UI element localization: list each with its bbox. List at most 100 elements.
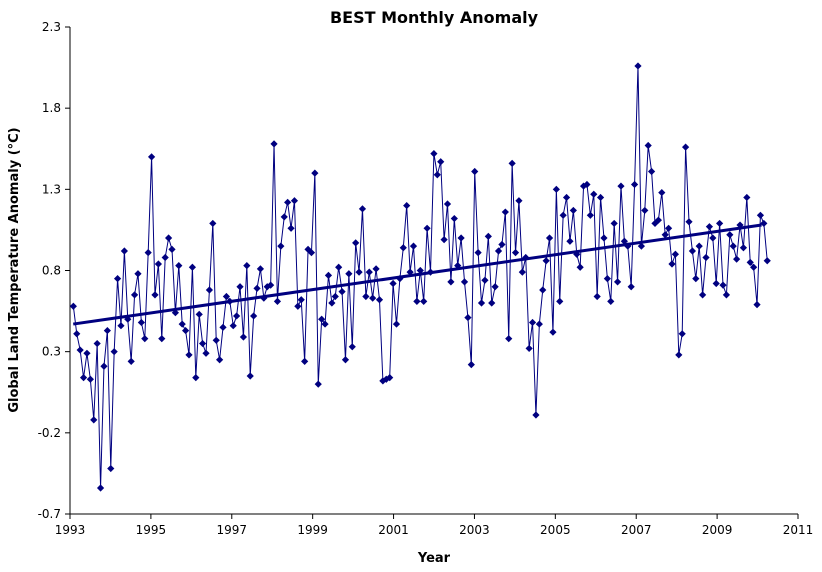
data-point-marker [569, 206, 577, 215]
data-point-marker [294, 302, 302, 310]
data-point-marker [756, 211, 765, 219]
data-point-marker [331, 292, 339, 301]
data-point-marker [532, 411, 540, 419]
data-point-marker [365, 268, 373, 276]
data-point-marker [481, 276, 489, 284]
data-point-marker [79, 374, 88, 382]
data-point-marker [222, 292, 231, 301]
data-point-marker [712, 279, 720, 288]
data-point-marker [603, 275, 611, 283]
data-point-marker [508, 159, 516, 167]
data-point-marker [188, 263, 197, 271]
data-point-marker [709, 234, 717, 242]
x-tick-label: 1995 [136, 523, 167, 537]
data-point-marker [216, 356, 224, 364]
data-point-marker [352, 239, 360, 247]
data-point-marker [304, 245, 312, 253]
data-point-marker [620, 237, 628, 245]
data-point-marker [447, 278, 455, 286]
data-point-marker [403, 201, 411, 210]
data-point-marker [552, 185, 560, 193]
data-point-marker [454, 262, 462, 270]
data-point-marker [127, 357, 135, 366]
data-point-marker [716, 219, 724, 228]
data-point-marker [256, 265, 265, 273]
data-point-marker [505, 335, 513, 343]
data-point-marker [243, 262, 251, 270]
data-point-marker [562, 193, 571, 202]
data-point-marker [617, 182, 625, 190]
data-point-marker [175, 262, 183, 270]
data-point-marker [668, 260, 676, 268]
trend-line [73, 223, 762, 326]
y-tick-label: 1.3 [42, 182, 61, 196]
data-point-marker [267, 281, 275, 289]
y-tick-label: -0.2 [38, 426, 61, 440]
data-point-marker [389, 279, 397, 288]
data-point-marker [682, 143, 690, 151]
data-point-marker [182, 326, 190, 335]
data-point-marker [209, 219, 217, 228]
data-point-marker [93, 339, 101, 348]
data-point-marker [324, 271, 333, 279]
data-point-marker [637, 242, 645, 250]
series [69, 62, 771, 492]
x-tick-label: 1993 [55, 523, 86, 537]
data-point-marker [164, 234, 173, 242]
data-point-marker [134, 270, 142, 278]
data-point-marker [467, 361, 475, 369]
data-point-marker [647, 167, 656, 176]
data-point-marker [297, 296, 305, 304]
data-point-marker [525, 344, 533, 353]
x-tick-label: 2011 [783, 523, 814, 537]
data-point-marker [423, 224, 431, 232]
x-tick-label: 2003 [459, 523, 490, 537]
data-point-marker [311, 169, 319, 177]
data-point-marker [83, 349, 91, 357]
data-point-marker [287, 224, 295, 232]
data-point-marker [250, 312, 258, 320]
data-point-marker [318, 315, 326, 323]
data-point-marker [566, 237, 574, 245]
data-point-marker [277, 242, 285, 250]
data-point-marker [440, 236, 448, 244]
data-point-marker [229, 322, 237, 330]
data-point-marker [494, 247, 503, 255]
data-point-marker [372, 265, 380, 273]
data-point-marker [386, 374, 394, 382]
data-point-marker [233, 312, 241, 320]
data-point-marker [705, 223, 714, 231]
data-point-marker [192, 374, 200, 382]
data-point-marker [556, 297, 564, 305]
data-point-marker [202, 349, 210, 357]
data-point-marker [178, 320, 186, 328]
data-point-marker [593, 292, 601, 301]
data-point-marker [151, 291, 159, 299]
data-point-marker [375, 296, 384, 304]
data-point-marker [239, 333, 248, 341]
data-point-marker [457, 234, 465, 242]
data-point-marker [382, 375, 390, 383]
x-tick-label: 1997 [217, 523, 248, 537]
data-point-marker [661, 231, 669, 239]
data-point-marker [338, 288, 346, 296]
data-point-marker [654, 216, 662, 224]
data-point-marker [477, 299, 486, 307]
data-point-marker [607, 297, 615, 305]
data-point-marker [307, 249, 316, 257]
data-point-marker [358, 205, 367, 213]
data-point-marker [488, 299, 496, 307]
data-point-marker [362, 292, 370, 301]
data-point-marker [450, 214, 458, 223]
data-point-marker [528, 318, 537, 327]
data-point-marker [498, 240, 506, 249]
data-point-marker [321, 320, 329, 328]
data-point-marker [348, 343, 356, 351]
data-point-marker [675, 351, 683, 359]
data-point-marker [624, 242, 632, 250]
data-point-marker [471, 167, 479, 176]
data-point-marker [253, 284, 261, 292]
data-point-marker [141, 335, 149, 343]
y-axis-label: Global Land Temperature Anomaly (°C) [7, 127, 22, 412]
data-point-marker [685, 218, 693, 226]
